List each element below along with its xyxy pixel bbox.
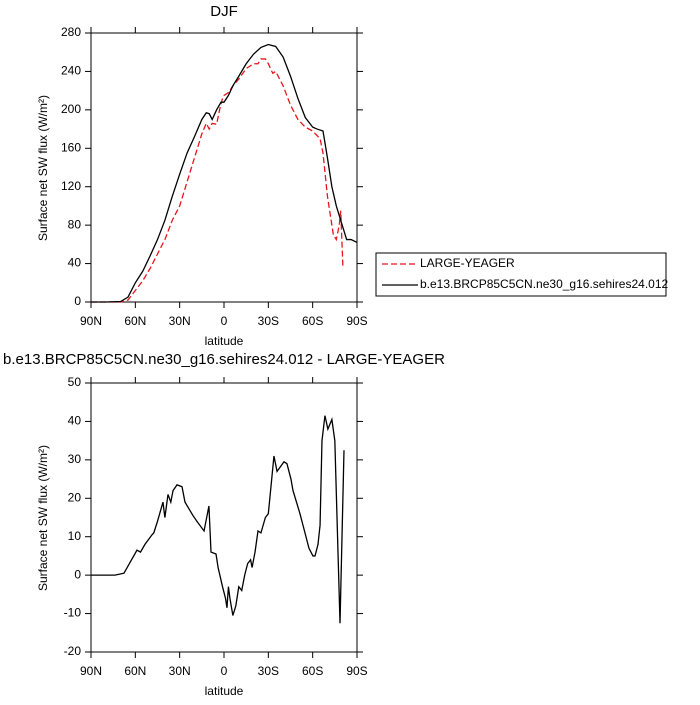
y-tick-label: 120 [61, 179, 81, 193]
y-tick-label: 200 [61, 102, 81, 116]
y-tick-label: 280 [61, 25, 81, 39]
x-tick-label: 90S [346, 314, 367, 328]
y-axis-label: Surface net SW flux (W/m²) [36, 445, 50, 591]
x-axis-label: latitude [205, 334, 244, 348]
y-tick-label: 10 [68, 529, 82, 543]
x-tick-label: 0 [221, 314, 228, 328]
x-tick-label: 60N [124, 664, 146, 678]
x-axis-label: latitude [205, 684, 244, 698]
x-tick-label: 60S [302, 664, 323, 678]
y-tick-label: 40 [68, 414, 82, 428]
x-tick-label: 30S [258, 314, 279, 328]
x-tick-label: 60S [302, 314, 323, 328]
x-tick-label: 30N [169, 664, 191, 678]
legend-label: b.e13.BRCP85C5CN.ne30_g16.sehires24.012 [420, 277, 668, 291]
x-tick-label: 30S [258, 664, 279, 678]
data-line [91, 58, 344, 303]
x-tick-label: 90N [80, 314, 102, 328]
y-tick-label: 240 [61, 64, 81, 78]
plot-frame [90, 32, 358, 303]
data-line [91, 43, 358, 303]
legend-box [375, 252, 667, 297]
x-tick-label: 90S [346, 664, 367, 678]
x-tick-label: 0 [221, 664, 228, 678]
y-tick-label: 0 [74, 567, 81, 581]
x-tick-label: 90N [80, 664, 102, 678]
x-tick-label: 30N [169, 314, 191, 328]
legend-label: LARGE-YEAGER [420, 256, 515, 270]
y-tick-label: 50 [68, 375, 82, 389]
chart-title: DJF [210, 3, 238, 20]
data-line [91, 415, 345, 624]
y-tick-label: 30 [68, 452, 82, 466]
y-tick-label: 20 [68, 490, 82, 504]
y-axis-label: Surface net SW flux (W/m²) [36, 95, 50, 241]
y-tick-label: 0 [74, 294, 81, 308]
x-tick-label: 60N [124, 314, 146, 328]
y-tick-label: -20 [64, 644, 82, 658]
plot-frame [90, 382, 358, 653]
y-tick-label: 160 [61, 140, 81, 154]
y-tick-label: 80 [68, 217, 82, 231]
y-tick-label: 40 [68, 256, 82, 270]
y-tick-label: -10 [64, 606, 82, 620]
chart-title: b.e13.BRCP85C5CN.ne30_g16.sehires24.012 … [3, 351, 445, 368]
